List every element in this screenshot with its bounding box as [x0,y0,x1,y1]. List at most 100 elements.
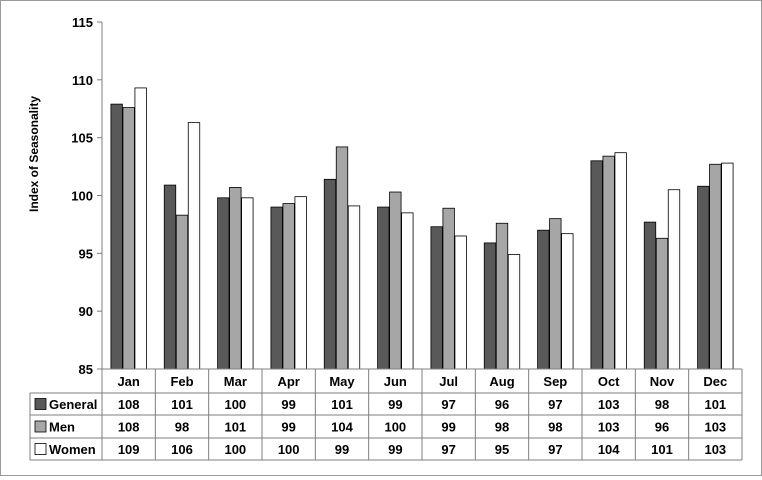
data-label-general-nov: 98 [655,397,669,412]
category-label-dec: Dec [703,374,727,389]
data-label-men-jan: 108 [118,420,140,435]
data-label-men-mar: 101 [224,420,246,435]
data-label-women-jan: 109 [118,442,140,457]
category-label-nov: Nov [650,374,675,389]
bars [110,87,734,370]
data-label-men-feb: 98 [175,420,189,435]
y-tick-label: 100 [71,189,93,204]
y-tick-label: 95 [79,246,93,261]
data-label-general-feb: 101 [171,397,193,412]
category-label-jul: Jul [439,374,458,389]
category-label-feb: Feb [170,374,193,389]
data-label-general-jul: 97 [441,397,455,412]
data-label-general-aug: 96 [495,397,509,412]
bar-women-feb [187,122,201,370]
data-label-general-dec: 101 [704,397,726,412]
bar-women-may [347,205,361,370]
legend-label-women: Women [49,442,96,457]
y-tick-label: 105 [71,131,93,146]
legend-label-men: Men [49,420,75,435]
data-label-women-nov: 101 [651,442,673,457]
data-label-men-jun: 100 [384,420,406,435]
legend-key-women [34,443,47,455]
data-label-men-sep: 98 [548,420,562,435]
legend-label-general: General [49,397,97,412]
category-label-jun: Jun [384,374,407,389]
bar-women-jul [454,235,467,370]
bar-women-jan [134,87,147,370]
y-axis-title: Index of Seasonality [27,96,41,212]
bar-women-aug [507,254,521,370]
data-label-men-dec: 103 [704,420,726,435]
bar-women-jun [401,212,414,370]
bar-women-nov [667,189,681,370]
data-label-general-may: 101 [331,397,353,412]
bar-men-may [335,146,349,370]
bar-general-jan [110,103,123,370]
data-label-women-feb: 106 [171,442,193,457]
category-label-apr: Apr [277,374,299,389]
bar-general-mar [217,197,230,370]
data-table: Jan Feb Mar Apr May Jun Jul Aug Sep Oct Nov Dec Gene… [29,368,743,461]
bar-men-jul [442,207,455,370]
data-label-women-mar: 100 [224,442,246,457]
data-label-women-aug: 95 [495,442,509,457]
y-tick-label: 110 [72,73,93,88]
category-label-jan: Jan [117,374,139,389]
bar-men-mar [229,187,242,370]
data-label-general-mar: 100 [224,397,246,412]
y-axis: 85 90 95 100 105 110 115 [71,15,103,377]
data-label-general-apr: 99 [281,397,295,412]
bar-women-mar [241,197,254,370]
bar-men-jan [122,107,135,370]
bar-men-feb [175,214,189,370]
y-tick-label: 115 [72,15,93,30]
data-label-men-oct: 103 [598,420,620,435]
bar-men-dec [709,163,722,370]
bar-women-dec [721,162,734,370]
data-label-men-apr: 99 [281,420,295,435]
bar-general-oct [590,160,603,370]
bar-general-apr [270,206,283,370]
data-label-general-sep: 97 [548,397,562,412]
bar-men-jun [389,191,402,370]
bar-general-nov [643,221,657,370]
data-label-men-aug: 98 [495,420,509,435]
data-label-women-may: 99 [335,442,349,457]
bar-general-may [323,178,337,370]
category-label-sep: Sep [543,374,567,389]
category-label-aug: Aug [489,374,514,389]
data-label-men-nov: 96 [655,420,669,435]
bar-men-oct [602,155,615,370]
data-label-men-may: 104 [331,420,353,435]
bar-general-dec [697,185,710,370]
bar-men-nov [655,237,669,370]
bar-general-jul [430,226,443,370]
bar-men-sep [549,218,562,370]
data-label-general-jan: 108 [118,397,140,412]
data-label-women-apr: 100 [278,442,300,457]
data-label-women-oct: 104 [598,442,620,457]
bar-general-jun [377,206,390,370]
bar-women-apr [294,196,307,370]
category-label-may: May [329,374,355,389]
legend-key-general [34,398,47,410]
y-tick-label: 85 [79,362,93,377]
data-label-women-jun: 99 [388,442,402,457]
data-label-women-jul: 97 [441,442,455,457]
legend-key-men [34,420,47,433]
category-label-mar: Mar [224,374,247,389]
data-label-men-jul: 99 [441,420,455,435]
bar-general-sep [537,229,550,370]
bar-women-oct [614,152,627,370]
bar-general-feb [163,184,177,370]
data-label-general-oct: 103 [598,397,620,412]
bar-women-sep [561,233,574,370]
category-label-oct: Oct [598,374,620,389]
bar-men-aug [495,222,509,370]
data-label-women-sep: 97 [548,442,562,457]
bar-general-aug [483,242,497,370]
data-label-general-jun: 99 [388,397,402,412]
